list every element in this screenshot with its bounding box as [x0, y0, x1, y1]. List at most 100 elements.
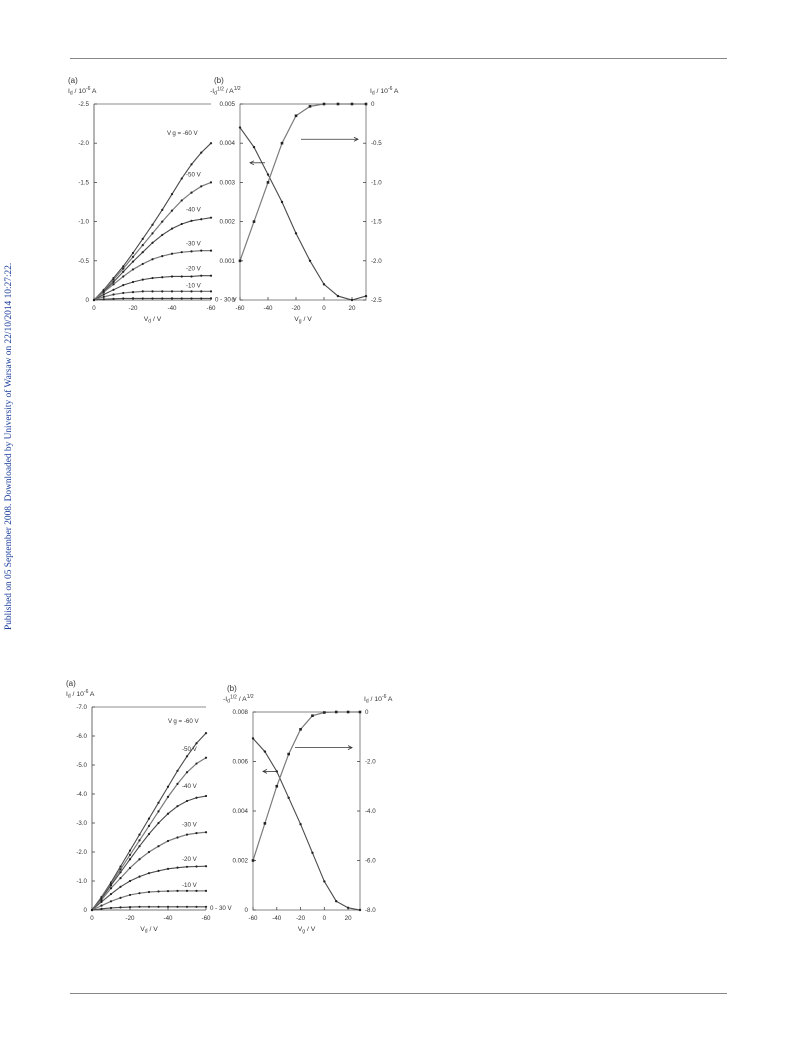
curve-label: -30 V: [182, 821, 198, 828]
data-point: [308, 105, 312, 108]
panel-b-xlabel: Vg / V: [294, 316, 312, 325]
x-tick-label: -20: [296, 915, 306, 922]
x-tick-label: 0: [323, 915, 327, 922]
data-point: [128, 893, 132, 897]
data-point: [190, 219, 193, 222]
data-point: [119, 865, 122, 868]
data-point: [195, 865, 198, 868]
series-line-current: [239, 103, 366, 262]
data-point: [209, 216, 213, 219]
data-point: [147, 872, 151, 875]
data-point: [299, 823, 302, 826]
data-point: [157, 905, 160, 908]
x-tick-label: 0: [322, 305, 326, 312]
panel-a-xlabel: Vd / V: [140, 926, 158, 935]
data-point: [138, 892, 141, 895]
data-point: [322, 283, 326, 286]
data-point: [147, 890, 151, 894]
data-point: [109, 900, 113, 903]
data-point: [157, 869, 160, 872]
y-tick-label: -0.5: [78, 258, 89, 265]
y-tick-label: -1.5: [78, 179, 89, 186]
data-point: [195, 762, 198, 765]
data-point: [294, 114, 298, 118]
data-point: [190, 250, 193, 253]
data-point: [185, 771, 189, 774]
data-point: [180, 177, 183, 180]
data-point: [151, 232, 154, 235]
y-left-tick-label: 0.004: [233, 808, 249, 815]
curve-label: -50 V: [182, 746, 198, 753]
data-point: [119, 906, 122, 909]
data-point: [112, 278, 115, 281]
data-point: [92, 298, 96, 302]
y-left-tick-label: 0: [245, 907, 249, 914]
figure-2: (a) Id / 10-6 A -7.0 -6.0 -5.0 -4.0 -3.0 -2.0 -1…: [66, 679, 393, 935]
data-point: [190, 290, 193, 293]
data-point: [308, 259, 312, 262]
data-point: [90, 908, 94, 912]
panel-b-ylabel-right: Id / 10-6 A: [364, 694, 393, 705]
right-axis-arrowhead: [347, 745, 353, 750]
y-left-tick-label: 0.006: [233, 759, 249, 766]
data-point: [161, 276, 164, 279]
data-point: [287, 752, 290, 756]
y-left-tick-label: 0.001: [220, 258, 236, 265]
data-point: [147, 817, 151, 820]
data-point: [280, 141, 284, 145]
data-point: [112, 293, 115, 296]
data-point: [138, 845, 141, 848]
data-point: [109, 887, 113, 890]
data-point: [157, 801, 160, 804]
data-point: [176, 836, 179, 839]
data-point: [141, 278, 144, 281]
data-point: [161, 233, 164, 237]
data-point: [131, 297, 135, 300]
data-point: [358, 710, 362, 714]
data-point: [147, 850, 151, 854]
y-left-tick-label: 0.005: [220, 101, 236, 108]
panel-b-ylabel-right: Id / 10-6 A: [370, 86, 399, 97]
panel-a-ylabel: Id / 10-6 A: [66, 689, 95, 700]
figure-1: (a) Id / 10-6 A -2.5 -2.0 -1.5 -1.0 -0.5 0 0 -20-…: [0, 0, 793, 350]
data-point: [185, 755, 189, 758]
data-point: [209, 290, 213, 293]
y-tick-label: -6.0: [76, 733, 87, 740]
data-point: [119, 871, 122, 874]
data-point: [100, 898, 103, 901]
x-tick-label: -20: [292, 305, 302, 312]
curve-label: -20 V: [182, 856, 198, 863]
panel-b-frame: [239, 103, 367, 301]
data-point: [157, 810, 160, 813]
data-point: [204, 794, 208, 798]
data-point: [209, 142, 213, 145]
data-point: [141, 237, 144, 240]
data-point: [190, 297, 193, 300]
y-left-tick-label: 0.003: [220, 179, 236, 186]
data-point: [109, 906, 113, 910]
data-point: [138, 905, 141, 908]
data-point: [151, 223, 154, 226]
data-point: [161, 297, 164, 300]
data-point: [190, 163, 193, 166]
data-point: [100, 904, 103, 907]
data-point: [252, 220, 256, 223]
data-point: [161, 290, 164, 293]
panel-a-ylabel: Id / 10-6 A: [68, 86, 97, 97]
y-right-tick-label: -2.0: [365, 759, 376, 766]
x-tick-label: -40: [272, 915, 282, 922]
data-point: [131, 251, 135, 255]
y-tick-label: 0: [84, 907, 88, 914]
curve-label: -10 V: [182, 882, 198, 889]
data-point: [266, 181, 270, 184]
data-point: [141, 290, 144, 293]
data-point: [185, 905, 189, 908]
data-point: [151, 276, 154, 280]
data-point: [185, 889, 189, 892]
data-point: [131, 255, 135, 258]
y-right-tick-label: -0.5: [371, 140, 382, 147]
data-point: [195, 832, 198, 835]
x-tick-label: -60: [202, 915, 212, 922]
x-tick-label: -20: [129, 305, 139, 312]
data-point: [102, 291, 105, 294]
